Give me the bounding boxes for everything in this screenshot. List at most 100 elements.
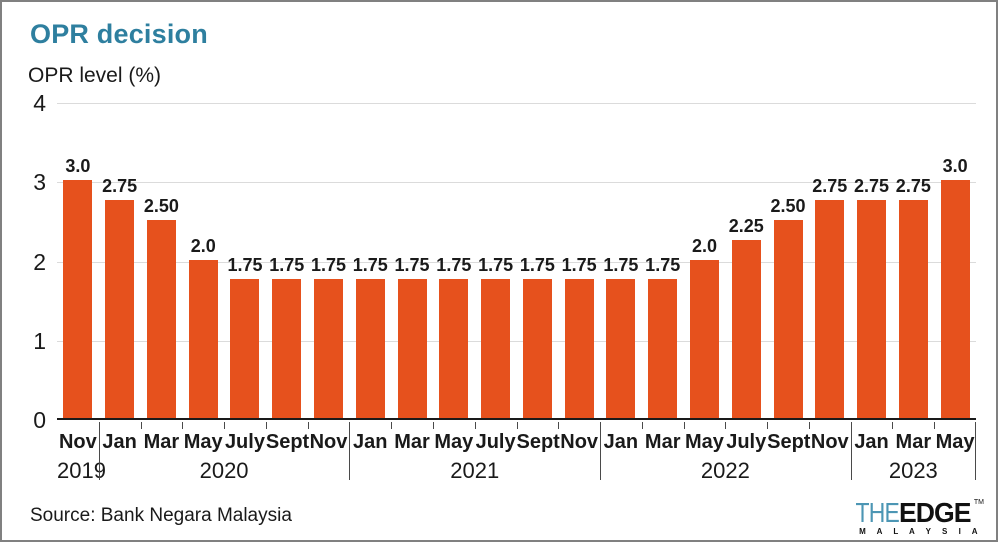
y-tick-label-1: 1 — [33, 327, 46, 354]
bar-value-label-15: 2.0 — [691, 235, 717, 256]
month-label-3: May — [183, 431, 223, 453]
year-label-2023: 2023 — [888, 458, 938, 483]
month-label-14: Mar — [644, 431, 681, 453]
bar-jan-2023 — [857, 200, 887, 418]
y-tick-label-3: 3 — [33, 169, 46, 196]
gridline-4 — [57, 103, 976, 104]
year-label-2021: 2021 — [450, 458, 500, 483]
gridline-2 — [57, 261, 976, 263]
plot-area: 3.0 2.75 2.50 2.0 1.75 1.75 1.75 1.75 1.75 1.75 1.… — [57, 103, 976, 420]
x-tick-11 — [516, 422, 518, 429]
x-tick-2 — [140, 422, 142, 429]
year-divider-2020 — [349, 422, 351, 480]
logo-row: THEEDGE TM — [846, 499, 984, 527]
y-tick-label-0: 0 — [33, 407, 46, 433]
x-tick-18 — [808, 422, 810, 429]
y-tick-label-2: 2 — [33, 248, 46, 275]
logo-edge-text: EDGE — [898, 497, 972, 528]
y-axis: 0 1 2 3 4 — [16, 90, 46, 433]
bar-value-label-20: 2.75 — [895, 176, 931, 197]
month-label-7: Jan — [353, 431, 388, 453]
month-label-4: July — [224, 431, 265, 453]
bar-value-label-17: 2.50 — [770, 195, 806, 216]
y-tick-label-4: 4 — [33, 90, 46, 116]
month-label-17: Sept — [767, 431, 811, 453]
bar-value-label-2: 2.50 — [143, 195, 179, 216]
bar-value-label-11: 1.75 — [519, 255, 555, 276]
x-tick-16 — [725, 422, 727, 429]
bar-july-2022 — [731, 239, 761, 418]
bar-nov-2021 — [564, 279, 594, 418]
year-divider-2019 — [98, 422, 100, 480]
bar-value-label-13: 1.75 — [603, 255, 639, 276]
bar-nov-2020 — [314, 279, 344, 418]
bar-sept-2022 — [773, 219, 803, 418]
bar-value-label-0: 3.0 — [65, 156, 91, 177]
bar-jan-2022 — [606, 279, 636, 418]
y-axis-title: OPR level (%) — [28, 64, 162, 87]
month-label-13: Jan — [603, 431, 639, 453]
month-label-9: May — [434, 431, 474, 453]
month-label-11: Sept — [516, 431, 560, 453]
bar-value-label-3: 2.0 — [190, 235, 216, 256]
source-note: Source: Bank Negara Malaysia — [30, 505, 292, 526]
year-label-2020: 2020 — [199, 458, 249, 483]
x-tick-8 — [391, 422, 393, 429]
bar-july-2021 — [481, 279, 511, 418]
x-tick-4 — [224, 422, 226, 429]
x-tick-9 — [432, 422, 434, 429]
bar-value-label-14: 1.75 — [645, 255, 681, 276]
x-tick-21 — [934, 422, 936, 429]
year-label-2022: 2022 — [700, 458, 750, 483]
month-label-21: May — [935, 431, 975, 453]
x-tick-5 — [265, 422, 267, 429]
month-label-15: May — [685, 431, 724, 453]
bar-value-label-6: 1.75 — [310, 255, 347, 276]
gridline-3 — [57, 182, 976, 184]
month-label-6: Nov — [309, 431, 348, 453]
x-tick-20 — [892, 422, 894, 429]
bar-may-2022 — [689, 259, 719, 418]
year-divider-2022 — [850, 422, 852, 480]
month-label-2: Mar — [143, 431, 180, 453]
bar-may-2023 — [940, 180, 970, 418]
x-tick-17 — [767, 422, 769, 429]
month-label-19: Jan — [854, 431, 889, 453]
logo-trademark: TM — [973, 499, 984, 506]
the-edge-logo: THEEDGE TM M A L A Y S I A — [846, 499, 984, 536]
bar-sept-2020 — [272, 279, 302, 418]
bar-jan-2021 — [355, 279, 385, 418]
bar-value-label-10: 1.75 — [478, 255, 514, 276]
month-label-5: Sept — [265, 431, 310, 453]
bar-sept-2021 — [522, 279, 552, 418]
bar-mar-2022 — [648, 279, 678, 418]
logo-malaysia-text: M A L A Y S I A — [859, 527, 982, 536]
month-label-18: Nov — [810, 431, 849, 453]
x-tick-10 — [474, 422, 476, 429]
bar-value-label-19: 2.75 — [854, 176, 890, 197]
bar-nov-2019 — [63, 180, 93, 418]
x-tick-14 — [641, 422, 643, 429]
bar-nov-2022 — [815, 200, 845, 418]
year-divider-2021 — [600, 422, 602, 480]
month-label-20: Mar — [895, 431, 932, 453]
logo-the-text: THE — [855, 497, 899, 528]
bar-jan-2020 — [105, 200, 135, 418]
bar-value-label-9: 1.75 — [436, 255, 472, 276]
bar-value-label-8: 1.75 — [394, 255, 430, 276]
x-tick-12 — [558, 422, 560, 429]
bar-value-label-5: 1.75 — [269, 255, 305, 276]
month-label-10: July — [475, 431, 516, 453]
x-tick-15 — [683, 422, 685, 429]
bar-value-label-12: 1.75 — [561, 255, 597, 276]
bar-value-label-4: 1.75 — [227, 255, 263, 276]
bar-value-label-1: 2.75 — [102, 176, 138, 197]
x-tick-6 — [307, 422, 309, 429]
month-label-12: Nov — [560, 431, 599, 453]
bar-july-2020 — [230, 279, 260, 418]
month-label-1: Jan — [102, 431, 137, 453]
x-tick-3 — [182, 422, 184, 429]
bar-value-label-18: 2.75 — [812, 176, 848, 197]
month-label-0: Nov — [58, 431, 97, 453]
